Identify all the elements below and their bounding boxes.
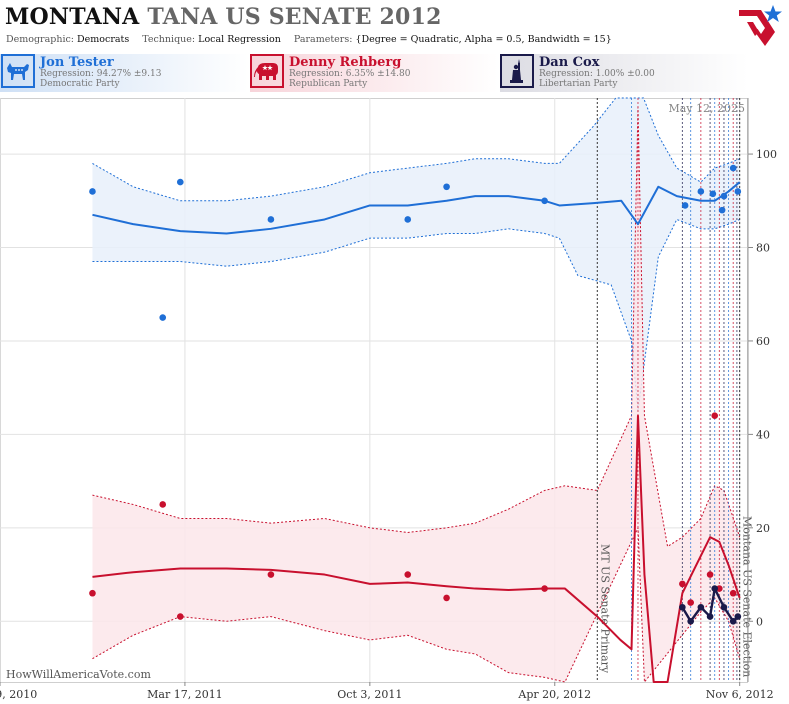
senate-poll-chart: MT US Senate Primary Montana US Senate El… [0, 97, 777, 701]
title-race: TANA US SENATE 2012 [147, 4, 442, 30]
poll-point [687, 599, 694, 606]
poll-point [729, 589, 737, 597]
confidence-band [92, 107, 740, 683]
poll-point [679, 580, 686, 588]
y-tick-label: 0 [756, 615, 763, 628]
x-tick-label: Mar 17, 2011 [147, 688, 223, 701]
event-markers: MT US Senate Primary Montana US Senate El… [596, 98, 754, 682]
poll-point [734, 613, 742, 620]
poll-point [729, 164, 737, 172]
x-tick-label: Aug 29, 2010 [0, 688, 37, 701]
candidate-party: Democratic Party [40, 79, 120, 89]
candidate-regression: Regression: 6.35% ±14.80 [289, 69, 411, 79]
poll-point [711, 412, 719, 419]
technique-label: Technique: [142, 34, 196, 45]
poll-point [711, 585, 719, 592]
poll-point [697, 603, 705, 611]
confidence-bands [92, 97, 741, 684]
elephant-icon [250, 54, 284, 88]
poll-point [404, 216, 412, 223]
poll-point [159, 501, 167, 508]
event-label: Montana US Senate Election [741, 516, 754, 677]
poll-point [267, 571, 275, 578]
poll-point [176, 613, 184, 620]
poll-point [697, 188, 705, 195]
parameters-value: {Degree = Quadratic, Alpha = 0.5, Bandwi… [355, 34, 612, 45]
poll-point [706, 613, 714, 620]
axes: 0 20 40 60 80 100 Aug 29, 2010 Mar 17, 2011 Oct … [0, 98, 777, 701]
liberty-icon [500, 54, 534, 88]
poll-point [89, 188, 96, 195]
band-lower-edge [92, 218, 740, 412]
x-tick-label: Apr 20, 2012 [517, 688, 591, 701]
poll-point [729, 617, 737, 625]
y-tick-label: 100 [756, 148, 777, 161]
candidate-legend: Jon Tester Regression: 94.27% ±9.13 Demo… [0, 54, 789, 94]
y-tick-label: 80 [756, 242, 770, 255]
confidence-band [92, 98, 740, 412]
trend-line [92, 414, 741, 683]
poll-point [734, 188, 742, 195]
poll-point [404, 571, 412, 578]
poll-point [541, 585, 548, 592]
y-tick-label: 20 [756, 522, 770, 535]
poll-point [443, 594, 450, 602]
poll-point [718, 206, 726, 214]
band-upper-edge [92, 107, 741, 548]
poll-point [541, 197, 548, 205]
poll-point [720, 192, 728, 200]
x-tick-label: Oct 3, 2011 [337, 688, 402, 701]
trend-line [92, 181, 741, 235]
title-state: MONTANA [5, 4, 140, 30]
x-tick-label: Nov 6, 2012 [706, 688, 774, 701]
candidate-legend-background [0, 54, 748, 92]
poll-point [706, 571, 714, 578]
poll-point [679, 603, 686, 611]
y-tick-label: 60 [756, 335, 770, 348]
poll-point [267, 216, 275, 223]
poll-point [89, 589, 96, 597]
poll-point [176, 178, 184, 186]
poll-point [443, 183, 450, 191]
parameters-line: Demographic: Democrats Technique: Local … [6, 34, 612, 45]
candidate-regression: Regression: 94.27% ±9.13 [40, 69, 162, 79]
poll-point [159, 314, 167, 321]
donkey-icon [1, 54, 35, 88]
band-upper-edge [92, 97, 740, 202]
poll-point [709, 190, 717, 198]
candidate-party: Republican Party [289, 79, 368, 89]
event-label: MT US Senate Primary [598, 544, 611, 674]
candidate-name: Dan Cox [539, 55, 600, 70]
candidate-party: Libertarian Party [539, 79, 618, 89]
poll-point [681, 202, 689, 209]
poll-point [716, 585, 723, 592]
demographic-label: Demographic: [6, 34, 75, 45]
candidate-name: Denny Rehberg [289, 55, 402, 70]
page-title: MONTANA TANA US SENATE 2012 [5, 4, 442, 30]
candidate-regression: Regression: 1.00% ±0.00 [539, 69, 655, 79]
site-logo-icon [739, 5, 782, 46]
demographic-value: Democrats [77, 34, 130, 45]
poll-point [687, 617, 694, 625]
poll-point [720, 603, 728, 611]
header: MONTANA TANA US SENATE 2012 Demographic:… [0, 0, 789, 52]
technique-value: Local Regression [198, 34, 281, 45]
candidate-name: Jon Tester [40, 55, 114, 70]
y-tick-label: 40 [756, 428, 770, 441]
current-date-label: May 12, 2025 [668, 102, 745, 115]
parameters-label: Parameters: [293, 34, 353, 45]
watermark: HowWillAmericaVote.com [6, 668, 151, 681]
poll-points [89, 164, 742, 625]
